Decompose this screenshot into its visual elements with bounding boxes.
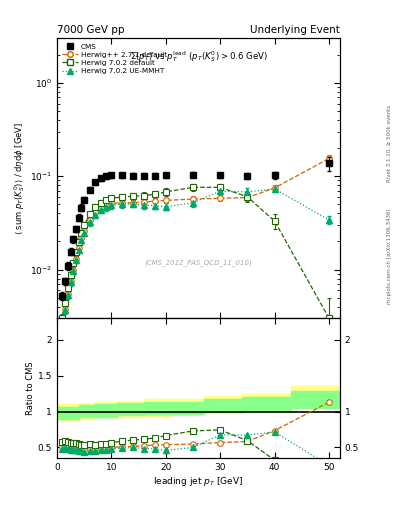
Text: 7000 GeV pp: 7000 GeV pp [57,25,125,35]
Y-axis label: Ratio to CMS: Ratio to CMS [26,361,35,415]
Text: (CMS_2012_PAS_QCD_11_010): (CMS_2012_PAS_QCD_11_010) [145,259,252,266]
Text: Rivet 3.1.10, ≥ 500k events: Rivet 3.1.10, ≥ 500k events [387,105,391,182]
Y-axis label: $\langle$ sum $p_T(K_S^0)\rangle$ / d$\eta$d$\phi$ [GeV]: $\langle$ sum $p_T(K_S^0)\rangle$ / d$\e… [12,122,27,235]
Text: $\Sigma(p_T)$ vs $p_T^{\rm lead}$ ($p_T(K_S^0) > 0.6$ GeV): $\Sigma(p_T)$ vs $p_T^{\rm lead}$ ($p_T(… [130,50,267,65]
Text: Underlying Event: Underlying Event [250,25,340,35]
X-axis label: leading jet $p_T$ [GeV]: leading jet $p_T$ [GeV] [153,475,244,488]
Legend: CMS, Herwig++ 2.7.1 default, Herwig 7.0.2 default, Herwig 7.0.2 UE-MMHT: CMS, Herwig++ 2.7.1 default, Herwig 7.0.… [61,42,168,76]
Text: mcplots.cern.ch [arXiv:1306.3436]: mcplots.cern.ch [arXiv:1306.3436] [387,208,391,304]
